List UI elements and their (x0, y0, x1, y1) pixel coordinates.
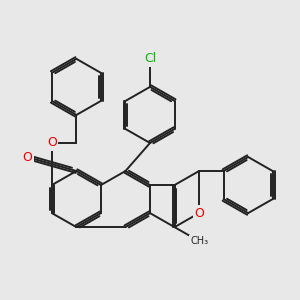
Text: Cl: Cl (144, 52, 156, 65)
Text: O: O (47, 136, 57, 149)
Text: O: O (22, 151, 32, 164)
Text: O: O (194, 207, 204, 220)
Text: CH₃: CH₃ (190, 236, 208, 246)
